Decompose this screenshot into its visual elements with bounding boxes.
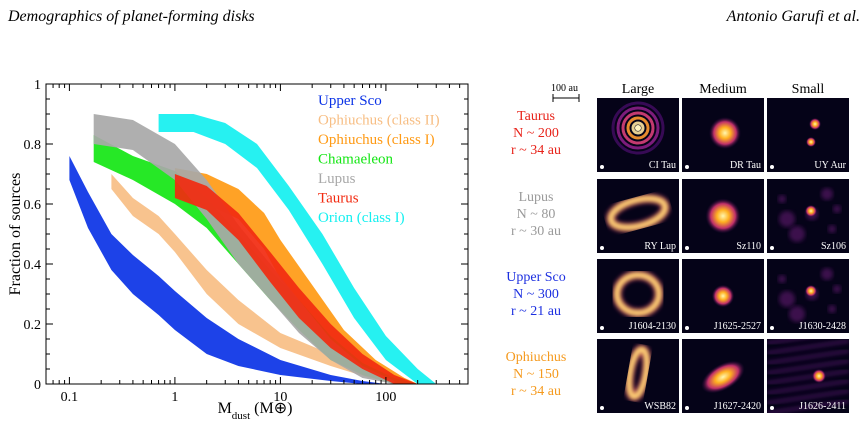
row-label-region: Lupus xyxy=(518,190,554,205)
legend-item: Upper Sco xyxy=(318,93,382,109)
row-label-region: Ophiuchus xyxy=(505,350,567,365)
legend-item: Chamaeleon xyxy=(318,152,393,168)
row-label-taurus: Taurus N ~ 200 r ~ 34 au xyxy=(496,108,576,159)
beam-marker xyxy=(685,326,689,330)
disk-image-tile: WSB82 xyxy=(597,339,679,413)
legend-item: Ophiuchus (class I) xyxy=(318,132,435,148)
disk-image-tile: J1627-2420 xyxy=(682,339,764,413)
x-tick-label: 0.1 xyxy=(61,390,79,405)
band-upper-sco xyxy=(69,156,386,384)
legend-item: Orion (class I) xyxy=(318,210,405,226)
source-name: Sz106 xyxy=(821,241,846,252)
row-label-r: r ~ 34 au xyxy=(511,143,561,158)
band-orion-class-i xyxy=(158,114,437,384)
row-label-lupus: Lupus N ~ 80 r ~ 30 au xyxy=(496,189,576,240)
source-name: J1626-2411 xyxy=(799,401,846,412)
disk-image-tile: Sz106 xyxy=(767,179,849,253)
row-label-n: N ~ 300 xyxy=(513,287,559,302)
beam-marker xyxy=(685,406,689,410)
disk-image-tile: J1604-2130 xyxy=(597,259,679,333)
y-tick-label: 0.6 xyxy=(24,198,42,213)
disk-image-tile: J1630-2428 xyxy=(767,259,849,333)
beam-marker xyxy=(770,246,774,250)
disk-image-tile: UY Aur xyxy=(767,98,849,172)
legend-item: Lupus xyxy=(318,171,356,187)
legend-item: Ophiuchus (class II) xyxy=(318,113,440,129)
y-tick-label: 0.4 xyxy=(24,258,42,273)
disk-image-tile: J1625-2527 xyxy=(682,259,764,333)
row-label-n: N ~ 80 xyxy=(516,207,556,222)
running-header-title: Demographics of planet-forming disks xyxy=(8,8,255,25)
running-header-authors: Antonio Garufi et al. xyxy=(726,8,860,25)
source-name: DR Tau xyxy=(729,160,761,171)
band-taurus xyxy=(174,174,418,384)
source-name: Sz110 xyxy=(736,241,761,252)
column-heading-medium: Medium xyxy=(699,82,747,97)
disk-image-tile: J1626-2411 xyxy=(767,339,849,413)
disk-image-tile: Sz110 xyxy=(682,179,764,253)
source-name: CI Tau xyxy=(648,160,676,171)
source-name: J1625-2527 xyxy=(713,321,761,332)
row-label-r: r ~ 30 au xyxy=(511,224,561,239)
cumulative-dust-mass-chart: 0.1 1 10 100 0 0.2 0.4 0.6 0.8 1 Fraction of sourc… xyxy=(7,78,469,422)
beam-marker xyxy=(600,165,604,169)
beam-marker xyxy=(685,165,689,169)
x-tick-label: 100 xyxy=(375,390,396,405)
beam-marker xyxy=(770,406,774,410)
row-label-n: N ~ 200 xyxy=(513,126,559,141)
scale-bar: 100 au xyxy=(551,83,581,105)
band-lupus xyxy=(93,114,395,384)
beam-marker xyxy=(685,246,689,250)
row-label-upper-sco: Upper Sco N ~ 300 r ~ 21 au xyxy=(496,269,576,320)
beam-marker xyxy=(600,246,604,250)
column-heading-large: Large xyxy=(621,82,655,97)
beam-marker xyxy=(600,326,604,330)
disk-image-tile: RY Lup xyxy=(597,179,679,253)
row-label-ophiuchus: Ophiuchus N ~ 150 r ~ 34 au xyxy=(496,349,576,400)
scale-bar-label: 100 au xyxy=(551,83,578,94)
row-label-region: Taurus xyxy=(517,109,555,124)
x-tick-label: 10 xyxy=(273,390,287,405)
source-name: UY Aur xyxy=(814,160,846,171)
source-name: J1627-2420 xyxy=(713,401,761,412)
beam-marker xyxy=(770,326,774,330)
row-label-r: r ~ 21 au xyxy=(511,304,561,319)
source-name: RY Lup xyxy=(644,241,676,252)
y-tick-label: 0 xyxy=(34,378,41,393)
x-tick-label: 1 xyxy=(171,390,178,405)
y-tick-label: 0.8 xyxy=(24,138,42,153)
x-axis-label: Mdust (M⊕) xyxy=(218,400,293,422)
row-label-region: Upper Sco xyxy=(506,270,566,285)
beam-marker xyxy=(600,406,604,410)
source-name: WSB82 xyxy=(644,401,676,412)
row-label-n: N ~ 150 xyxy=(513,367,559,382)
source-name: J1630-2428 xyxy=(798,321,846,332)
disk-image-tile: DR Tau xyxy=(682,98,764,172)
source-name: J1604-2130 xyxy=(628,321,676,332)
y-axis-label: Fraction of sources xyxy=(7,173,24,296)
scale-bar-line xyxy=(552,94,580,102)
band-ophiuchus-class-i xyxy=(174,168,418,384)
disk-image-tile: CI Tau xyxy=(597,98,679,172)
beam-marker xyxy=(770,165,774,169)
y-tick-label: 0.2 xyxy=(24,318,42,333)
y-tick-label: 1 xyxy=(34,78,41,93)
row-label-r: r ~ 34 au xyxy=(511,384,561,399)
legend-item: Taurus xyxy=(318,191,359,207)
column-heading-small: Small xyxy=(791,82,825,97)
